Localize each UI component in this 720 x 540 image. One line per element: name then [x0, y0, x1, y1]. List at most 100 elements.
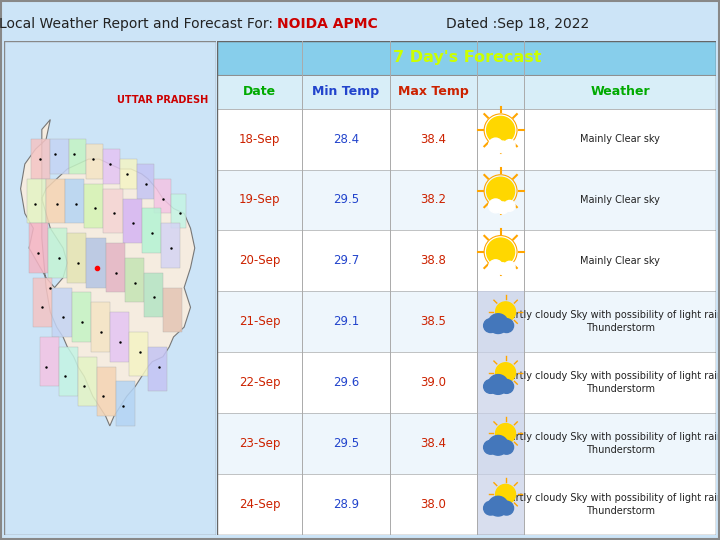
Bar	[161, 224, 180, 268]
Circle shape	[487, 117, 515, 144]
FancyBboxPatch shape	[217, 40, 716, 75]
Text: Local Weather Report and Forecast For:: Local Weather Report and Forecast For:	[0, 17, 277, 31]
Text: 18-Sep: 18-Sep	[239, 133, 281, 146]
Bar	[154, 179, 171, 213]
Bar	[122, 199, 142, 243]
Text: Max Temp: Max Temp	[398, 85, 469, 98]
Text: 29.1: 29.1	[333, 315, 359, 328]
Circle shape	[500, 380, 513, 393]
Bar	[84, 184, 104, 228]
Text: 38.5: 38.5	[420, 315, 446, 328]
Bar	[138, 164, 154, 199]
Text: 38.8: 38.8	[420, 254, 446, 267]
Text: 39.0: 39.0	[420, 376, 446, 389]
Circle shape	[497, 141, 508, 153]
Circle shape	[495, 423, 516, 443]
Bar	[163, 287, 182, 332]
Text: 24-Sep: 24-Sep	[239, 498, 281, 511]
Circle shape	[497, 263, 508, 275]
Bar	[86, 144, 104, 179]
Bar	[86, 238, 106, 287]
Circle shape	[504, 261, 515, 272]
Bar	[91, 302, 110, 352]
Text: 23-Sep: 23-Sep	[239, 437, 281, 450]
Bar	[97, 367, 116, 416]
Circle shape	[488, 435, 508, 455]
FancyBboxPatch shape	[477, 352, 524, 413]
Circle shape	[495, 302, 516, 322]
Bar	[125, 258, 144, 302]
Text: 20-Sep: 20-Sep	[239, 254, 281, 267]
FancyBboxPatch shape	[477, 413, 524, 474]
Bar	[106, 243, 125, 293]
Circle shape	[504, 200, 515, 211]
FancyBboxPatch shape	[217, 109, 716, 170]
Bar	[120, 159, 138, 189]
Bar	[27, 179, 46, 224]
Bar	[40, 337, 59, 387]
Text: 38.0: 38.0	[420, 498, 446, 511]
FancyBboxPatch shape	[217, 231, 716, 291]
Circle shape	[500, 319, 513, 333]
FancyBboxPatch shape	[217, 75, 716, 109]
Circle shape	[495, 484, 516, 504]
Circle shape	[500, 440, 513, 454]
Circle shape	[489, 260, 503, 274]
Text: 29.6: 29.6	[333, 376, 359, 389]
Text: Partly cloudy Sky with possibility of light rain or
Thunderstorm: Partly cloudy Sky with possibility of li…	[504, 432, 720, 455]
Bar	[129, 332, 148, 376]
FancyBboxPatch shape	[217, 413, 716, 474]
Circle shape	[489, 138, 503, 152]
Text: Min Temp: Min Temp	[312, 85, 379, 98]
Text: 38.4: 38.4	[420, 133, 446, 146]
Text: Date: Date	[243, 85, 276, 98]
Bar	[148, 347, 167, 392]
Polygon shape	[21, 119, 194, 426]
Bar	[171, 194, 186, 228]
Circle shape	[489, 199, 503, 213]
Text: UTTAR PRADESH: UTTAR PRADESH	[117, 95, 209, 105]
Bar	[59, 347, 78, 396]
FancyBboxPatch shape	[477, 291, 524, 352]
Text: 29.5: 29.5	[333, 193, 359, 206]
FancyBboxPatch shape	[217, 170, 716, 231]
Text: 19-Sep: 19-Sep	[239, 193, 281, 206]
Circle shape	[488, 314, 508, 334]
Text: 29.7: 29.7	[333, 254, 359, 267]
Circle shape	[495, 363, 516, 382]
Bar	[31, 139, 50, 179]
Bar	[144, 273, 163, 317]
Circle shape	[504, 140, 515, 151]
Text: 28.9: 28.9	[333, 498, 359, 511]
Text: Partly cloudy Sky with possibility of light rain or
Thunderstorm: Partly cloudy Sky with possibility of li…	[504, 310, 720, 333]
Bar	[71, 293, 91, 342]
Bar	[104, 149, 120, 184]
Circle shape	[484, 380, 498, 393]
Bar	[68, 233, 86, 282]
Text: 38.4: 38.4	[420, 437, 446, 450]
Text: 38.2: 38.2	[420, 193, 446, 206]
FancyBboxPatch shape	[477, 474, 524, 535]
Bar	[50, 139, 69, 174]
Text: 22-Sep: 22-Sep	[239, 376, 281, 389]
Circle shape	[484, 319, 498, 333]
Bar	[29, 224, 48, 273]
Bar	[53, 287, 71, 337]
Circle shape	[484, 501, 498, 515]
Text: NOIDA APMC: NOIDA APMC	[277, 17, 378, 31]
Circle shape	[487, 177, 515, 205]
Bar	[46, 179, 66, 224]
Bar	[78, 357, 97, 406]
Text: 7 Day's Forecast: 7 Day's Forecast	[392, 50, 541, 65]
Circle shape	[500, 501, 513, 515]
Circle shape	[488, 496, 508, 516]
Text: 29.5: 29.5	[333, 437, 359, 450]
Circle shape	[488, 375, 508, 394]
Text: Partly cloudy Sky with possibility of light rain or
Thunderstorm: Partly cloudy Sky with possibility of li…	[504, 492, 720, 516]
Bar	[66, 179, 84, 224]
Circle shape	[497, 202, 508, 214]
FancyBboxPatch shape	[217, 352, 716, 413]
Text: 28.4: 28.4	[333, 133, 359, 146]
Circle shape	[487, 238, 515, 266]
FancyBboxPatch shape	[217, 474, 716, 535]
